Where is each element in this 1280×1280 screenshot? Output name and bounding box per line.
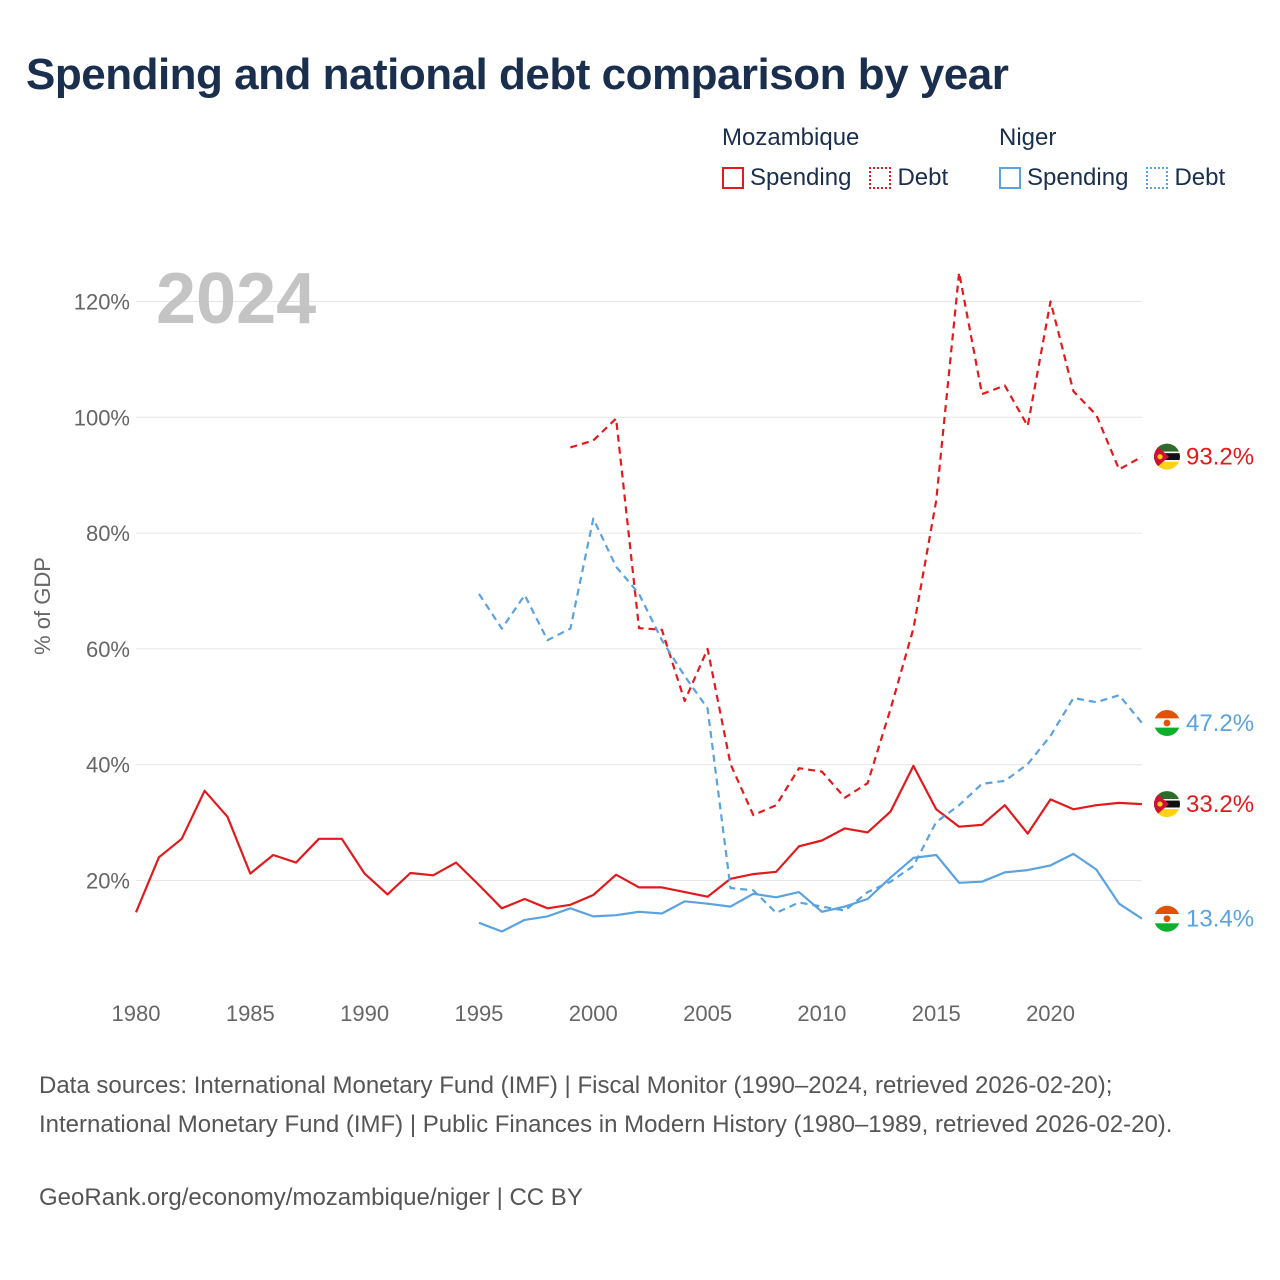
legend-label: Spending [750, 164, 852, 191]
legend-country-mozambique: Mozambique [722, 124, 860, 151]
x-tick-label: 1990 [340, 1001, 389, 1026]
legend-group-niger: Niger Spending Debt [999, 124, 1243, 192]
x-tick-label: 2020 [1026, 1001, 1075, 1026]
year-watermark: 2024 [156, 259, 316, 339]
legend-item-mozambique-spending[interactable]: Spending [722, 164, 851, 192]
series-line-mozambique-debt[interactable] [570, 271, 1143, 817]
x-tick-label: 2010 [797, 1001, 846, 1026]
y-tick-label: 120% [74, 290, 130, 315]
legend-label: Debt [1174, 164, 1226, 191]
y-tick-label: 40% [86, 753, 130, 778]
y-tick-label: 100% [74, 405, 130, 430]
y-tick-label: 80% [86, 521, 130, 546]
legend-swatch-solid-icon [999, 167, 1021, 189]
legend-item-niger-debt[interactable]: Debt [1146, 164, 1225, 192]
legend-item-niger-spending[interactable]: Spending [999, 164, 1128, 192]
legend-item-mozambique-debt[interactable]: Debt [869, 164, 948, 192]
mozambique-flag-icon [1153, 443, 1181, 471]
legend-label: Debt [897, 164, 949, 191]
end-value-label: 33.2% [1186, 791, 1254, 818]
data-sources: Data sources: International Monetary Fun… [39, 1072, 1173, 1138]
x-tick-label: 2015 [912, 1001, 961, 1026]
series-line-niger-debt[interactable] [478, 517, 1143, 914]
legend-swatch-solid-icon [722, 167, 744, 189]
legend-label: Spending [1027, 164, 1129, 191]
x-tick-label: 1995 [454, 1001, 503, 1026]
chart-title: Spending and national debt comparison by… [26, 50, 1009, 99]
y-tick-label: 20% [86, 869, 130, 894]
y-axis-label: % of GDP [30, 557, 55, 655]
x-tick-label: 1985 [226, 1001, 275, 1026]
legend-swatch-dotted-icon [1146, 167, 1169, 189]
niger-flag-icon [1153, 709, 1181, 737]
x-tick-label: 2000 [569, 1001, 618, 1026]
x-tick-label: 1980 [112, 1001, 161, 1026]
end-value-label: 13.4% [1186, 906, 1254, 933]
niger-flag-icon [1153, 905, 1181, 933]
line-chart: 20% 40% 60% 80% 100% 120% 1980 1985 1990 1995 2000… [30, 259, 1254, 1026]
end-value-label: 93.2% [1186, 444, 1254, 471]
series-line-mozambique-spending[interactable] [134, 764, 1143, 913]
y-tick-label: 60% [86, 637, 130, 662]
legend-group-mozambique: Mozambique Spending Debt [722, 124, 966, 192]
legend-country-niger: Niger [999, 124, 1057, 151]
legend-swatch-dotted-icon [869, 167, 892, 189]
mozambique-flag-icon [1153, 790, 1181, 818]
credit-link[interactable]: GeoRank.org/economy/mozambique/niger | C… [39, 1184, 583, 1211]
series-line-niger-spending[interactable] [478, 852, 1143, 933]
x-tick-label: 2005 [683, 1001, 732, 1026]
end-value-label: 47.2% [1186, 710, 1254, 737]
